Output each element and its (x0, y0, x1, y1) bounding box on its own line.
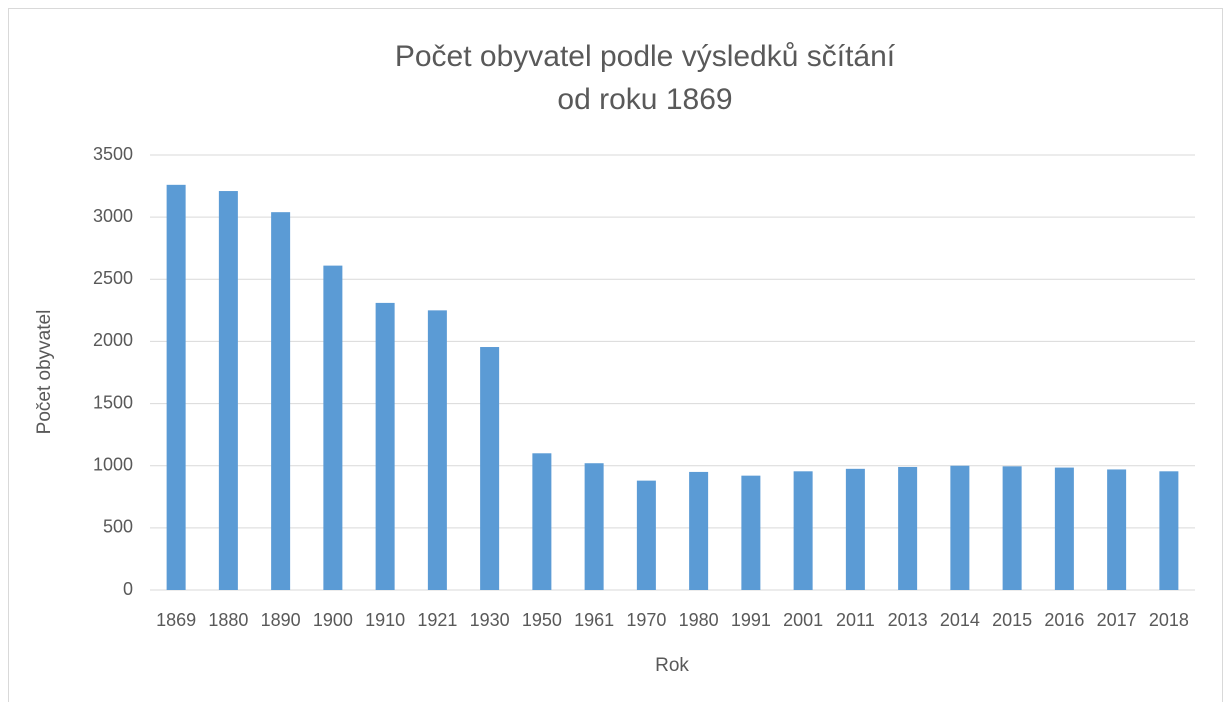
x-tick-label: 1880 (208, 610, 248, 630)
x-tick-label: 2001 (783, 610, 823, 630)
x-tick-label: 2016 (1044, 610, 1084, 630)
x-tick-label: 2018 (1149, 610, 1189, 630)
y-tick-label: 500 (103, 517, 133, 537)
x-tick-label: 1930 (470, 610, 510, 630)
x-tick-label: 1991 (731, 610, 771, 630)
bar (1002, 466, 1022, 590)
y-tick-label: 2500 (93, 268, 133, 288)
x-tick-label: 2015 (992, 610, 1032, 630)
chart-title: Počet obyvatel podle výsledků sčítání (395, 40, 896, 73)
bar (1159, 471, 1179, 590)
y-tick-label: 0 (123, 579, 133, 599)
y-tick-label: 1000 (93, 454, 133, 474)
bar (532, 453, 552, 590)
bar (950, 465, 970, 590)
bar (427, 310, 447, 590)
x-tick-label: 1950 (522, 610, 562, 630)
bar (636, 480, 656, 590)
x-tick-label: 1869 (156, 610, 196, 630)
y-tick-label: 1500 (93, 392, 133, 412)
x-tick-label: 1961 (574, 610, 614, 630)
x-tick-label: 1970 (626, 610, 666, 630)
bar (689, 471, 709, 590)
y-axis-title: Počet obyvatel (34, 310, 55, 435)
x-tick-label: 1890 (261, 610, 301, 630)
bar (741, 475, 761, 590)
x-tick-label: 1900 (313, 610, 353, 630)
bar (793, 471, 813, 590)
bar (898, 466, 918, 590)
x-tick-label: 2017 (1097, 610, 1137, 630)
x-tick-label: 2011 (836, 610, 875, 630)
x-tick-label: 2013 (888, 610, 928, 630)
x-tick-label: 1910 (365, 610, 405, 630)
x-tick-label: 2014 (940, 610, 980, 630)
bar (1054, 467, 1074, 590)
chart-title: od roku 1869 (557, 83, 732, 116)
x-tick-label: 1921 (417, 610, 457, 630)
bar (1107, 469, 1127, 590)
bar (218, 191, 238, 591)
x-axis-title: Rok (655, 655, 689, 676)
x-tick-label: 1980 (679, 610, 719, 630)
bar (323, 265, 343, 590)
bar (845, 468, 865, 590)
bar (271, 212, 291, 590)
bar (166, 184, 186, 591)
bar (375, 302, 395, 590)
bar (480, 347, 500, 590)
y-tick-label: 3000 (93, 206, 133, 226)
y-tick-label: 3500 (93, 144, 133, 164)
chart-frame (8, 8, 1223, 702)
bar (584, 463, 604, 590)
y-tick-label: 2000 (93, 330, 133, 350)
